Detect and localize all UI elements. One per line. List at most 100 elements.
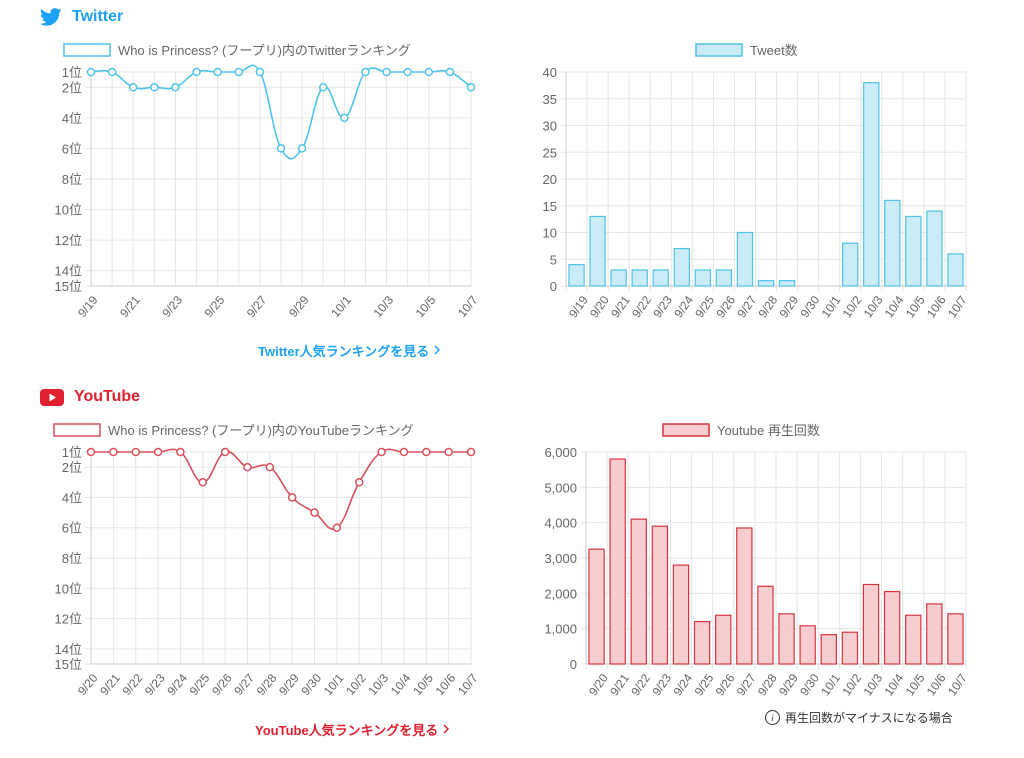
legend-label: Who is Princess? (フープリ)内のYouTubeランキング (108, 423, 414, 438)
x-tick-label: 10/7 (945, 293, 970, 320)
x-tick-label: 9/19 (566, 293, 591, 320)
youtube-ranking-link[interactable]: YouTube人気ランキングを見る (255, 720, 450, 739)
bar (715, 269, 733, 287)
data-point (153, 447, 163, 457)
x-tick-label: 9/27 (231, 671, 257, 698)
bar (926, 210, 943, 287)
bar (672, 564, 690, 665)
data-point (287, 493, 297, 502)
x-tick-label: 9/28 (755, 293, 780, 320)
y-tick-label: 35 (543, 92, 557, 107)
youtube-section-title: YouTube (74, 388, 141, 405)
data-point (171, 83, 180, 92)
y-tick-label: 12位 (55, 612, 82, 627)
bar (820, 634, 837, 665)
bar (652, 269, 669, 287)
y-tick-label: 15 (543, 199, 557, 214)
y-tick-label: 40 (543, 65, 557, 80)
x-tick-label: 10/1 (819, 293, 844, 320)
youtube-section-header: YouTube (40, 388, 140, 406)
x-tick-label: 9/30 (298, 671, 324, 698)
x-tick-label: 10/4 (388, 671, 414, 698)
data-point (424, 67, 434, 77)
x-tick-label: 9/25 (187, 671, 213, 698)
y-tick-label: 14位 (55, 642, 82, 657)
data-point (150, 83, 159, 92)
x-tick-label: 9/29 (776, 671, 801, 698)
chevron-right-icon (433, 343, 441, 358)
bar (757, 585, 774, 665)
bar (905, 215, 922, 287)
x-tick-label: 9/23 (142, 671, 168, 698)
y-tick-label: 3,000 (544, 551, 577, 566)
legend-swatch (662, 423, 710, 437)
data-point (382, 67, 391, 77)
x-tick-label: 10/3 (366, 671, 392, 698)
legend-swatch (63, 43, 111, 57)
bar (715, 614, 732, 665)
x-tick-label: 10/2 (343, 671, 369, 698)
data-point (310, 508, 319, 517)
x-tick-label: 9/25 (692, 671, 717, 698)
data-point (318, 83, 328, 92)
bar (589, 215, 606, 287)
bar (693, 621, 711, 665)
data-point (297, 144, 307, 153)
x-tick-label: 9/20 (587, 293, 612, 320)
data-point (466, 83, 476, 92)
y-tick-label: 6位 (62, 141, 82, 156)
data-point (361, 67, 370, 77)
y-tick-label: 1,000 (544, 622, 577, 637)
x-tick-label: 10/1 (321, 671, 347, 698)
bar (778, 280, 796, 287)
bar (841, 631, 859, 665)
x-tick-label: 9/27 (244, 293, 270, 320)
twitter-ranking-link[interactable]: Twitter人気ランキングを見る (258, 341, 441, 360)
x-tick-label: 9/20 (75, 671, 101, 698)
data-point (332, 523, 342, 532)
y-tick-label: 4位 (62, 111, 82, 126)
twitter-bird-icon (40, 8, 62, 26)
negative-views-note[interactable]: i 再生回数がマイナスになる場合 (765, 709, 953, 726)
x-tick-label: 10/7 (455, 671, 481, 698)
youtube-view-count-chart: Youtube 再生回数 0 1,000 2,000 3,000 4,000 5,000 6,… (510, 418, 1010, 713)
x-tick-label: 9/30 (797, 671, 822, 698)
y-tick-label: 15位 (55, 657, 82, 672)
y-tick-label: 5,000 (544, 480, 577, 495)
x-tick-label: 9/21 (117, 293, 143, 320)
x-tick-label: 10/6 (924, 293, 949, 320)
info-icon: i (765, 710, 780, 725)
data-point (128, 83, 138, 92)
x-tick-label: 9/25 (202, 293, 228, 320)
x-tick-label: 10/1 (328, 293, 354, 320)
x-tick-label: 10/4 (882, 671, 907, 698)
y-tick-label: 10位 (55, 581, 82, 596)
data-point (86, 447, 96, 457)
y-tick-label: 1位 (62, 65, 82, 80)
data-point (234, 67, 244, 77)
bar (694, 269, 712, 287)
y-tick-label: 1位 (62, 445, 82, 460)
y-tick-label: 2位 (62, 80, 82, 95)
data-point (176, 447, 185, 457)
data-point (86, 67, 96, 77)
bar (778, 613, 795, 665)
x-tick-label: 10/7 (455, 293, 481, 320)
data-point (422, 447, 431, 457)
y-tick-label: 8位 (62, 172, 82, 187)
legend: Who is Princess? (フープリ)内のYouTubeランキング (53, 423, 414, 438)
y-tick-label: 20 (543, 172, 557, 187)
data-point (220, 447, 230, 457)
x-tick-label: 10/3 (860, 671, 885, 698)
bar (926, 603, 943, 665)
y-tick-label: 4,000 (544, 516, 577, 531)
data-point (243, 462, 252, 472)
bar (799, 625, 816, 665)
x-tick-label: 9/29 (286, 293, 312, 320)
x-tick-label: 9/28 (755, 671, 780, 698)
legend: Tweet数 (695, 43, 798, 58)
y-tick-label: 2位 (62, 460, 82, 475)
x-tick-label: 10/3 (861, 293, 886, 320)
x-tick-label: 9/26 (713, 293, 738, 320)
x-tick-label: 9/27 (734, 671, 759, 698)
